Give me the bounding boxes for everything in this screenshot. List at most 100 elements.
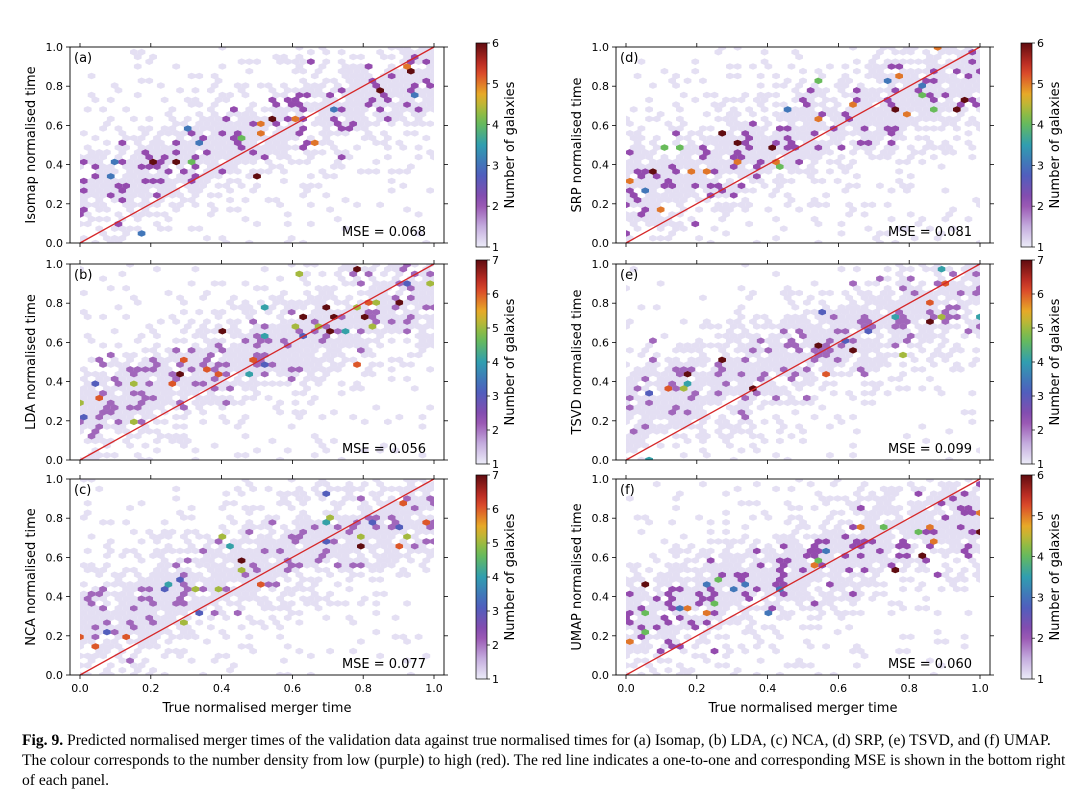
hexbin-cell [776, 172, 784, 180]
hexbin-cell [434, 271, 442, 278]
hexbin-cell [956, 91, 965, 99]
hexbin-cell [145, 595, 154, 602]
hexbin-cell [299, 519, 307, 526]
hexbin-cell [879, 318, 888, 325]
hexbin-cell [299, 192, 307, 199]
hexbin-cell [787, 432, 796, 440]
hexbin-cell [203, 158, 211, 166]
hexbin-cell [168, 106, 177, 113]
hexbin-cell [876, 294, 884, 302]
hexbin-cell [945, 576, 954, 583]
hexbin-cell [80, 130, 88, 137]
hexbin-cell [699, 134, 707, 142]
hexbin-cell [783, 144, 792, 151]
hexbin-cell [260, 547, 269, 555]
hexbin-cell [238, 471, 246, 478]
hexbin-cell [641, 375, 650, 383]
hexbin-cell [222, 418, 231, 426]
hexbin-cell [99, 201, 107, 209]
hexbin-cell [307, 294, 315, 302]
hexbin-cell [629, 182, 638, 190]
hexbin-cell [384, 256, 392, 263]
hexbin-cell [233, 485, 242, 493]
hexbin-cell [937, 585, 946, 593]
hexbin-cell [360, 115, 369, 123]
hexbin-cell [333, 552, 342, 559]
hexbin-cell [391, 294, 400, 302]
hexbin-cell [749, 375, 757, 383]
hexbin-cell [141, 347, 150, 354]
hexbin-cell [168, 153, 177, 161]
hexbin-cell [337, 380, 346, 387]
hexbin-cell [768, 134, 777, 142]
hexbin-cell [826, 356, 834, 364]
hexbin-cell [722, 96, 730, 104]
hexbin-cell [310, 149, 319, 156]
hexbin-cell [110, 375, 119, 383]
hexbin-cell [368, 284, 377, 292]
hexbin-cell [899, 351, 907, 359]
hexbin-cell [718, 130, 727, 137]
hexbin-cell [856, 130, 865, 137]
hexbin-cell [145, 211, 154, 218]
hexbin-cell [964, 72, 973, 80]
hexbin-cell [384, 323, 392, 330]
hexbin-cell [272, 196, 281, 204]
hexbin-cell [745, 342, 753, 349]
hexbin-cell [141, 619, 150, 626]
hexbin-cell [91, 652, 100, 660]
hexbin-cell [145, 115, 154, 123]
hexbin-cell [976, 201, 980, 209]
hexbin-cell [333, 110, 342, 118]
hexbin-cell [214, 77, 223, 85]
hexbin-cell [407, 361, 415, 368]
hexbin-cell [829, 313, 838, 321]
hexbin-cell [922, 437, 930, 445]
hexbin-cell [322, 192, 331, 199]
hexbin-cell [733, 139, 742, 147]
hexbin-cell [641, 149, 650, 156]
hexbin-cell [310, 375, 319, 383]
hexbin-cell [718, 432, 727, 440]
hexbin-cell [434, 290, 442, 297]
panel-c: 0.0 0.2 0.4 0.6 0.8 1.00.00.20.40.60.81.0NCA … [24, 469, 518, 716]
hexbin-cell [872, 91, 880, 99]
hexbin-cell [641, 657, 650, 664]
hexbin-cell [203, 581, 211, 588]
hexbin-cell [145, 144, 154, 151]
hexbin-cell [287, 609, 296, 617]
hexbin-cell [153, 163, 161, 170]
hexbin-cell [414, 528, 423, 536]
hexbin-cell [291, 351, 300, 359]
hexbin-cell [183, 125, 192, 132]
hexbin-cell [241, 110, 250, 118]
hexbin-cell [833, 609, 842, 617]
hexbin-cell [722, 418, 730, 426]
hexbin-cell [683, 576, 692, 583]
hexbin-cell [849, 609, 857, 617]
hexbin-cell [141, 366, 150, 373]
hexbin-cell [133, 215, 142, 223]
hexbin-cell [99, 418, 107, 426]
hexbin-cell [314, 304, 323, 311]
hexbin-cell [353, 528, 361, 536]
hexbin-cell [160, 399, 169, 407]
hexbin-cell [849, 571, 857, 579]
hexbin-cell [699, 418, 707, 426]
hexbin-cell [741, 327, 750, 335]
hexbin-cell [633, 600, 642, 607]
hexbin-cell [260, 380, 269, 387]
hexbin-cell [664, 177, 673, 185]
hexbin-cell [299, 538, 307, 545]
hexbin-cell [341, 562, 350, 569]
hexbin-cell [272, 120, 281, 127]
hexbin-cell [722, 566, 730, 574]
hexbin-cell [903, 110, 911, 118]
hexbin-cell [387, 356, 396, 364]
hexbin-cell [114, 643, 123, 650]
hexbin-cell [287, 264, 296, 268]
hexbin-cell [130, 614, 138, 622]
hexbin-cell [114, 380, 123, 387]
hexbin-cell [360, 134, 369, 142]
hexbin-cell [633, 177, 642, 185]
